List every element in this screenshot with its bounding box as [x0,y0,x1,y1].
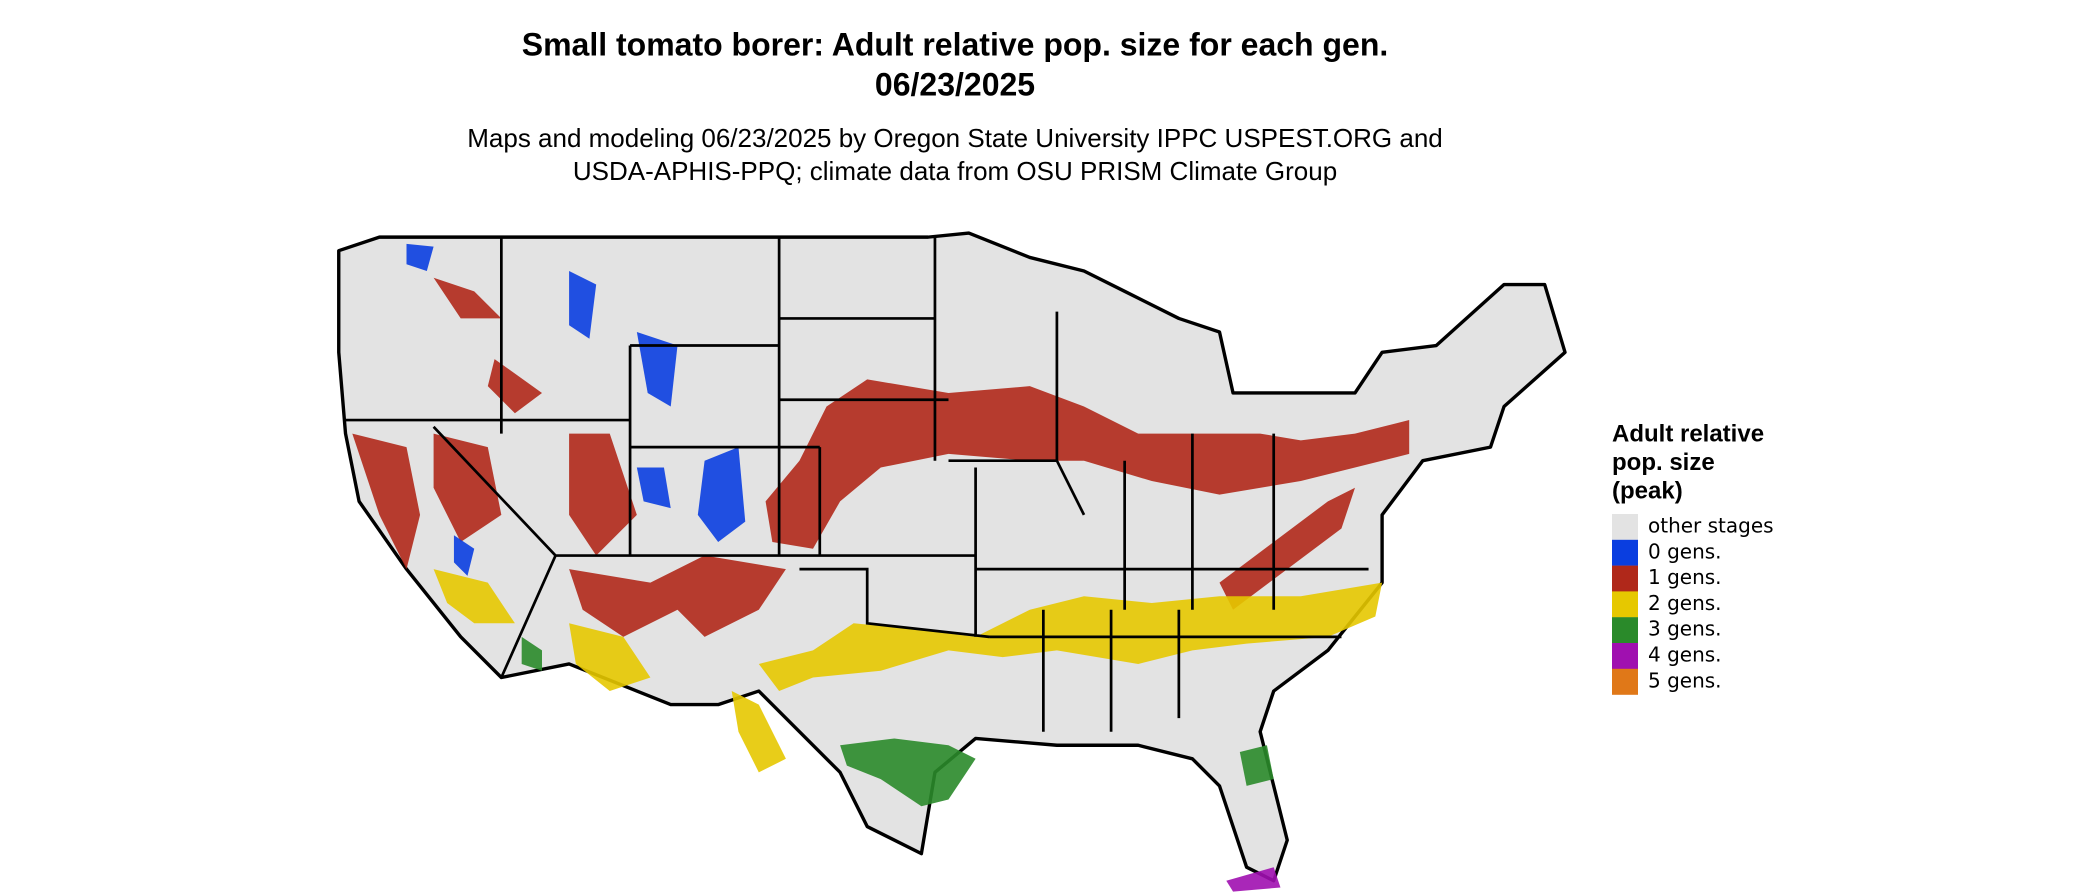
legend-label: 5 gens. [1648,668,1722,692]
legend-swatch [1612,591,1638,618]
region [636,331,678,407]
region [1226,867,1281,892]
us-outline [337,231,1567,883]
region [569,433,637,556]
legend-label: 1 gens. [1648,565,1722,589]
region [569,623,651,692]
region [731,691,786,773]
title: Small tomato borer: Adult relative pop. … [522,26,1389,62]
region [406,243,434,271]
region [433,569,515,624]
subtitle: Maps and modeling 06/23/2025 by Oregon S… [467,123,1443,153]
legend-label: 4 gens. [1648,643,1722,667]
legend-label: 3 gens. [1648,617,1722,641]
map [337,231,1567,892]
legend-swatch [1612,565,1638,592]
legend-swatch [1612,643,1638,669]
title: 06/23/2025 [875,66,1035,102]
region [1239,745,1274,786]
region [765,379,1410,549]
region [569,271,597,339]
legend-title: Adult relative [1612,420,1764,447]
region [840,738,976,807]
legend-swatch [1612,514,1638,540]
legend-label: other stages [1648,514,1774,538]
legend-swatch [1612,539,1638,566]
region [521,636,542,671]
subtitle: USDA-APHIS-PPQ; climate data from OSU PR… [573,156,1337,186]
legend-label: 0 gens. [1648,539,1722,563]
region [697,447,746,542]
legend-title: pop. size [1612,449,1715,476]
region [1219,487,1355,610]
region [352,433,421,570]
state-borders [345,237,1369,732]
region [433,277,502,319]
legend-swatch [1612,617,1638,644]
region [569,555,786,637]
region [453,535,475,576]
region [433,433,502,542]
legend-title: (peak) [1612,477,1683,504]
region [636,467,671,509]
legend-label: 2 gens. [1648,591,1722,615]
legend-swatch [1612,668,1638,695]
